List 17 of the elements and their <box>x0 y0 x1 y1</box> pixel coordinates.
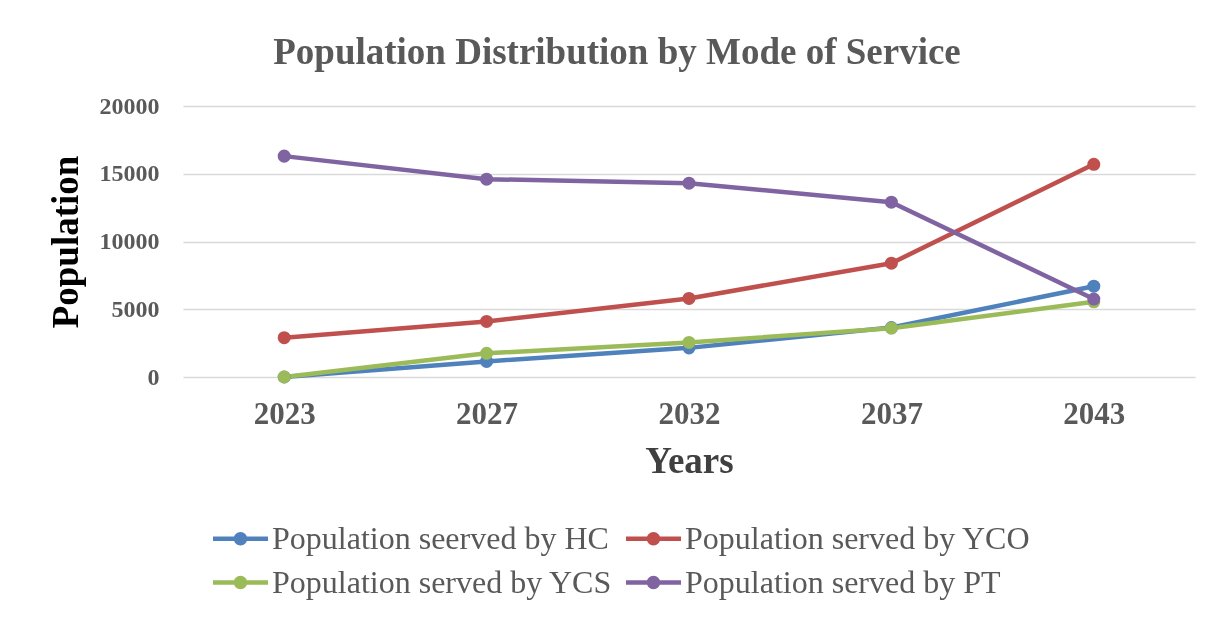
x-tick-label: 2032 <box>658 395 721 431</box>
y-tick-label: 10000 <box>99 228 160 254</box>
legend-label: Population served by PT <box>685 563 1001 600</box>
y-tick-label: 15000 <box>99 160 160 187</box>
y-tick-label: 20000 <box>99 92 160 119</box>
x-tick-label: 2043 <box>1063 395 1126 431</box>
x-tick-label: 2037 <box>860 395 923 431</box>
x-tick-label: 2023 <box>253 395 316 431</box>
legend-label: Population served by YCO <box>685 519 1030 556</box>
x-axis-title: Years <box>645 439 734 481</box>
y-axis-title: Population <box>44 155 86 329</box>
y-tick-label: 0 <box>147 363 160 390</box>
y-tick-label: 5000 <box>111 295 160 322</box>
legend-label: Population served by YCS <box>272 563 612 600</box>
legend-label: Population seerved by HC <box>272 519 609 556</box>
chart-title: Population Distribution by Mode of Service <box>273 31 961 72</box>
x-tick-label: 2027 <box>456 395 519 431</box>
